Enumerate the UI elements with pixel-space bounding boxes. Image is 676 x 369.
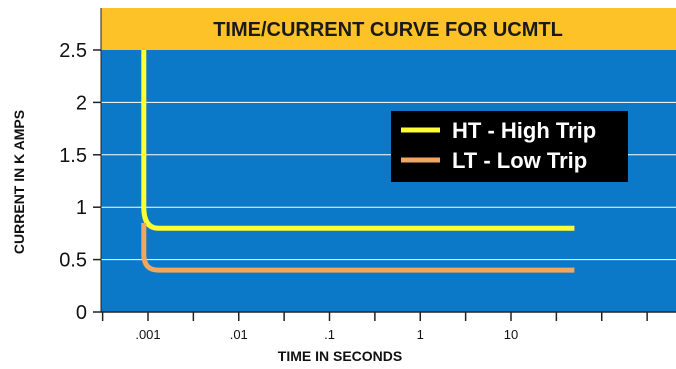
- x-axis-title: TIME IN SECONDS: [278, 348, 402, 364]
- axes: 0 0.5 1 1.5 2 2.5 .001 .01 .1 1 10: [59, 8, 676, 342]
- y-tick-label-0: 0: [76, 302, 87, 324]
- chart-title: TIME/CURRENT CURVE FOR UCMTL: [213, 19, 563, 41]
- y-tick-label-5: 2.5: [59, 40, 87, 62]
- legend-label-high-trip: HT - High Trip: [452, 118, 596, 143]
- series-line-high-trip: [141, 50, 575, 231]
- y-tick-label-1: 0.5: [59, 250, 87, 272]
- y-tick-label-2: 1: [76, 197, 87, 219]
- title-band: [101, 8, 676, 50]
- series-layer: [141, 50, 575, 273]
- legend-label-low-trip: LT - Low Trip: [452, 148, 587, 173]
- legend-box: [391, 111, 628, 182]
- x-tick-label-3: 1: [417, 327, 424, 342]
- x-tick-label-4: 10: [504, 327, 518, 342]
- series-line-low-trip: [141, 222, 575, 273]
- y-tick-label-4: 2: [76, 92, 87, 114]
- legend: HT - High Trip LT - Low Trip: [391, 111, 628, 182]
- x-tick-label-0: .001: [135, 327, 160, 342]
- x-tick-label-2: .1: [324, 327, 335, 342]
- y-axis-title: CURRENT IN K AMPS: [11, 110, 27, 254]
- y-tick-label-3: 1.5: [59, 145, 87, 167]
- x-tick-label-1: .01: [230, 327, 248, 342]
